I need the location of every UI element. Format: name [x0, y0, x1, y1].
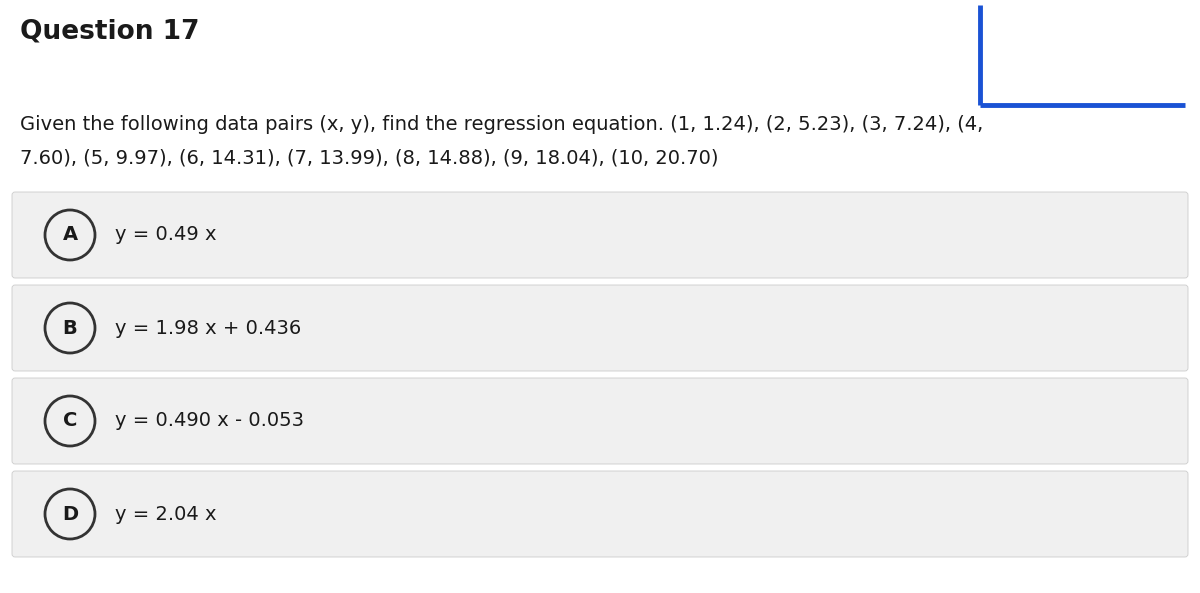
- Text: A: A: [62, 225, 78, 244]
- FancyBboxPatch shape: [12, 285, 1188, 371]
- FancyBboxPatch shape: [12, 192, 1188, 278]
- Text: D: D: [62, 505, 78, 524]
- Circle shape: [46, 489, 95, 539]
- Text: y = 0.490 x - 0.053: y = 0.490 x - 0.053: [115, 412, 304, 431]
- FancyBboxPatch shape: [12, 378, 1188, 464]
- Text: C: C: [62, 412, 77, 431]
- FancyBboxPatch shape: [12, 471, 1188, 557]
- Text: Question 17: Question 17: [20, 18, 199, 44]
- Text: y = 1.98 x + 0.436: y = 1.98 x + 0.436: [115, 318, 301, 337]
- Text: y = 2.04 x: y = 2.04 x: [115, 505, 216, 524]
- Circle shape: [46, 210, 95, 260]
- Text: Given the following data pairs (x, y), find the regression equation. (1, 1.24), : Given the following data pairs (x, y), f…: [20, 115, 983, 134]
- Text: y = 0.49 x: y = 0.49 x: [115, 225, 216, 244]
- Text: B: B: [62, 318, 77, 337]
- Text: 7.60), (5, 9.97), (6, 14.31), (7, 13.99), (8, 14.88), (9, 18.04), (10, 20.70): 7.60), (5, 9.97), (6, 14.31), (7, 13.99)…: [20, 148, 719, 167]
- Circle shape: [46, 303, 95, 353]
- Circle shape: [46, 396, 95, 446]
